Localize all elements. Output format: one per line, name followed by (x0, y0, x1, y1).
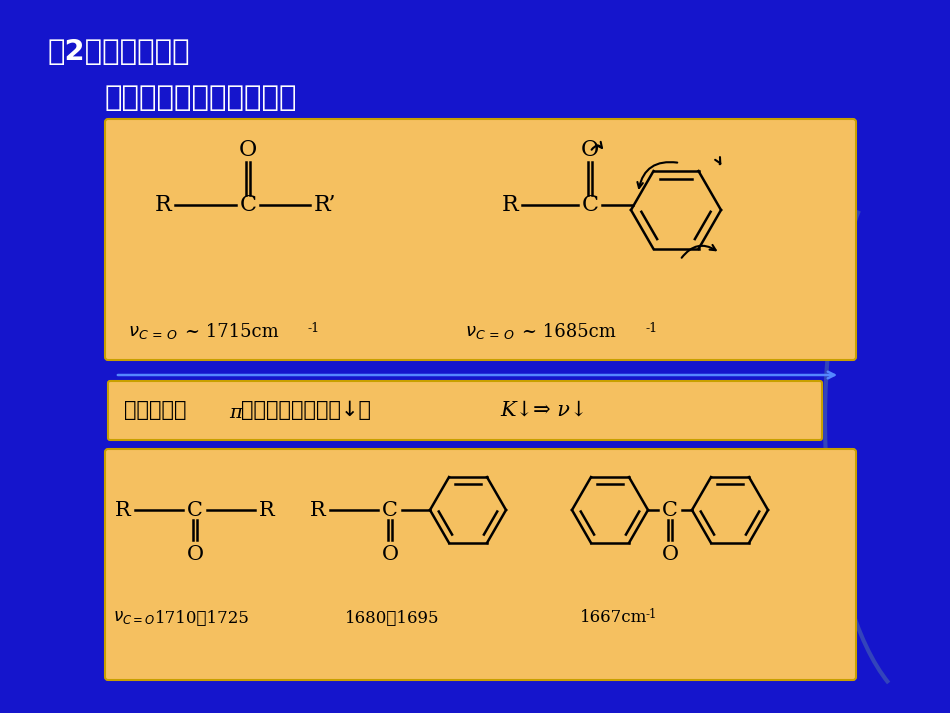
Text: R: R (310, 501, 326, 520)
Text: C: C (187, 501, 203, 520)
Text: 电子离域，双键性↓，: 电子离域，双键性↓， (241, 400, 371, 420)
Text: π: π (229, 404, 242, 422)
FancyBboxPatch shape (105, 449, 856, 680)
Text: C: C (662, 501, 678, 520)
Text: 1710～1725: 1710～1725 (155, 610, 250, 627)
Text: R: R (115, 501, 131, 520)
Text: $\nu_{C\,=\,O}$: $\nu_{C\,=\,O}$ (128, 323, 178, 341)
Text: O: O (661, 545, 678, 565)
Text: $\nu_{C=O}$: $\nu_{C=O}$ (113, 610, 156, 627)
Text: 共轭效应使: 共轭效应使 (124, 400, 186, 420)
Text: R’: R’ (314, 194, 336, 216)
Text: R: R (155, 194, 171, 216)
FancyBboxPatch shape (105, 119, 856, 360)
Text: O: O (382, 545, 398, 565)
Text: C: C (581, 194, 598, 216)
FancyBboxPatch shape (108, 381, 822, 440)
Text: ~ 1715cm: ~ 1715cm (185, 323, 278, 341)
Text: 1667cm: 1667cm (580, 610, 647, 627)
Text: O: O (580, 139, 599, 161)
Text: -1: -1 (308, 322, 320, 336)
Text: K↓⇒ ν↓: K↓⇒ ν↓ (500, 401, 587, 419)
Text: R: R (502, 194, 519, 216)
Text: O: O (238, 139, 257, 161)
Text: -1: -1 (645, 608, 656, 622)
Text: 使振动频率移向低波数区: 使振动频率移向低波数区 (105, 84, 297, 112)
Text: -1: -1 (645, 322, 657, 336)
Text: （2）共轭效应：: （2）共轭效应： (48, 38, 191, 66)
Text: 1680～1695: 1680～1695 (345, 610, 440, 627)
Text: C: C (239, 194, 256, 216)
Text: O: O (186, 545, 203, 565)
Text: ~ 1685cm: ~ 1685cm (522, 323, 616, 341)
Text: R: R (259, 501, 275, 520)
Text: $\nu_{C\,=\,O}$: $\nu_{C\,=\,O}$ (465, 323, 515, 341)
Text: C: C (382, 501, 398, 520)
